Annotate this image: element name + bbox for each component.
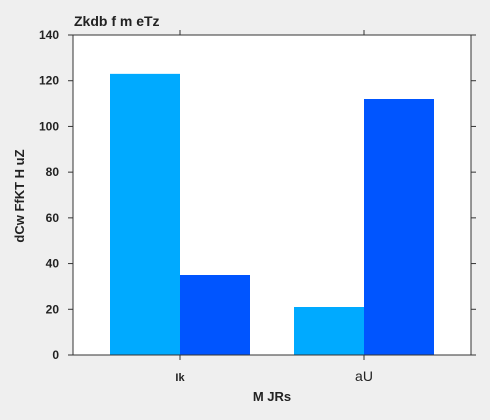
plot-frame	[72, 34, 472, 356]
bar-aU-series-1	[294, 307, 364, 355]
y-axis-label: dCw FfKT H uZ	[12, 149, 27, 242]
y-tick-label: 0	[52, 348, 59, 362]
bar-Ik-series-2	[180, 275, 250, 355]
bar-aU-series-2	[364, 99, 434, 355]
y-tick-label: 80	[46, 165, 60, 179]
y-tick-label: 100	[39, 119, 59, 133]
x-axis-label: M JRs	[253, 389, 291, 404]
y-tick-label: 120	[39, 74, 59, 88]
axes-group: 0 20 40 60 80 100 120 140 Ik aU	[39, 28, 476, 384]
y-tick-label: 40	[46, 257, 60, 271]
y-tick-label: 20	[46, 302, 60, 316]
bar-Ik-series-1	[110, 73, 180, 355]
y-tick-label: 60	[46, 211, 60, 225]
x-tick-label-aU: aU	[355, 368, 373, 384]
y-tick-label: 140	[39, 28, 59, 42]
x-tick-label-Ik: Ik	[175, 372, 185, 384]
chart-title: Zkdb f m eTz	[74, 13, 160, 29]
bars-group	[110, 73, 434, 355]
